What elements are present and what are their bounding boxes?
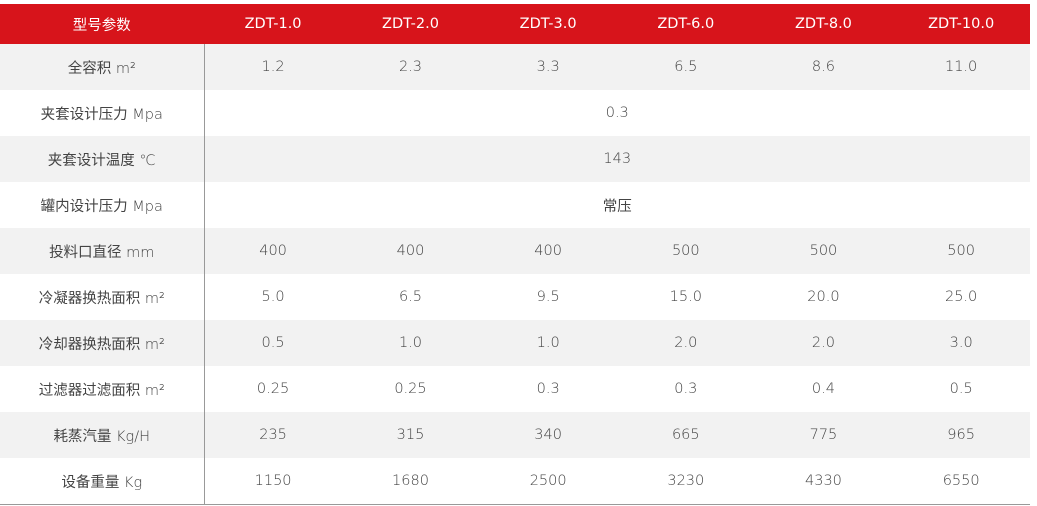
value-cell: 8.6 [754, 44, 893, 90]
value-cell: 2.0 [754, 320, 893, 366]
header-cell: ZDT-8.0 [754, 4, 893, 44]
row-label: 夹套设计温度 ℃ [0, 136, 205, 182]
value-cell: 0.3 [674, 381, 698, 397]
header-row: 型号参数 ZDT-1.0 ZDT-2.0 ZDT-3.0 ZDT-6.0 ZDT-8.0 Z… [0, 4, 1030, 44]
row-label: 投料口直径 mm [0, 228, 205, 274]
table-header: 型号参数 ZDT-1.0 ZDT-2.0 ZDT-3.0 ZDT-6.0 ZDT-8.0 Z… [0, 4, 1030, 44]
header-cell: ZDT-3.0 [479, 4, 617, 44]
table-row: 过滤器过滤面积 m² 0.25 0.25 0.3 0.3 0.4 0.5 [0, 366, 1030, 412]
table-row: 冷凝器换热面积 m² 5.0 6.5 9.5 15.0 20.0 25.0 [0, 274, 1030, 320]
value-cell: 1680 [341, 458, 480, 505]
value-cell: 500 [892, 228, 1030, 274]
value-cell: 20.0 [807, 289, 840, 305]
value-cell: 5.0 [261, 289, 285, 305]
value-cell: 315 [341, 412, 480, 458]
value-cell: 143 [204, 136, 1030, 182]
header-cell: ZDT-1.0 [204, 4, 342, 44]
header-cell: ZDT-2.0 [341, 4, 480, 44]
value-cell: 1.2 [204, 44, 342, 90]
value-cell: 2.0 [616, 320, 755, 366]
table-row: 耗蒸汽量 Kg/H 235 315 340 665 775 965 [0, 412, 1030, 458]
value-cell: 0.5 [204, 320, 342, 366]
value-cell: 400 [479, 228, 617, 274]
value-cell: 6.5 [398, 289, 423, 305]
table-row: 夹套设计温度 ℃ 143 [0, 136, 1030, 182]
row-label: 设备重量 Kg [0, 458, 205, 505]
value-cell: 0.25 [256, 381, 290, 397]
value-cell: 9.5 [536, 289, 560, 305]
value-cell: 0.5 [949, 381, 973, 397]
value-cell: 3.0 [892, 320, 1030, 366]
value-cell: 500 [754, 228, 893, 274]
row-label: 耗蒸汽量 Kg/H [0, 412, 205, 458]
value-cell: 6550 [892, 458, 1030, 505]
table-row: 夹套设计压力 Mpa 0.3 [0, 90, 1030, 136]
row-label: 冷却器换热面积 m² [0, 320, 205, 366]
value-cell: 11.0 [892, 44, 1030, 90]
spec-table-wrap: 型号参数 ZDT-1.0 ZDT-2.0 ZDT-3.0 ZDT-6.0 ZDT-8.0 Z… [0, 4, 1030, 505]
table-row: 全容积 m² 1.2 2.3 3.3 6.5 8.6 11.0 [0, 44, 1030, 90]
header-cell: 型号参数 [0, 4, 205, 44]
value-cell: 665 [616, 412, 755, 458]
value-cell: 3230 [616, 458, 755, 505]
value-cell: 0.25 [394, 381, 427, 397]
spec-table: 型号参数 ZDT-1.0 ZDT-2.0 ZDT-3.0 ZDT-6.0 ZDT-8.0 Z… [0, 4, 1030, 505]
row-label: 冷凝器换热面积 m² [0, 274, 205, 320]
value-cell: 1.0 [341, 320, 480, 366]
value-cell: 1150 [204, 458, 342, 505]
value-cell: 1.0 [479, 320, 617, 366]
value-cell: 4330 [754, 458, 893, 505]
value-cell: 500 [616, 228, 755, 274]
value-cell: 0.3 [536, 381, 560, 397]
row-label: 夹套设计压力 Mpa [0, 90, 205, 136]
value-cell: 25.0 [944, 289, 978, 305]
value-cell: 6.5 [616, 44, 755, 90]
header-cell: ZDT-10.0 [892, 4, 1030, 44]
header-cell: ZDT-6.0 [616, 4, 755, 44]
value-cell: 3.3 [479, 44, 617, 90]
value-cell: 400 [341, 228, 480, 274]
value-cell: 15.0 [669, 289, 702, 305]
value-cell: 2.3 [341, 44, 480, 90]
table-row: 投料口直径 mm 400 400 400 500 500 500 [0, 228, 1030, 274]
value-cell: 235 [204, 412, 342, 458]
table-row: 设备重量 Kg 1150 1680 2500 3230 4330 6550 [0, 458, 1030, 505]
table-row: 冷却器换热面积 m² 0.5 1.0 1.0 2.0 2.0 3.0 [0, 320, 1030, 366]
value-cell: 0.3 [605, 105, 629, 121]
value-cell: 2500 [479, 458, 617, 505]
table-row: 罐内设计压力 Mpa 常压 [0, 182, 1030, 228]
row-label: 罐内设计压力 Mpa [0, 182, 205, 228]
value-cell: 常压 [602, 198, 632, 215]
row-label: 全容积 m² [0, 44, 205, 90]
value-cell: 340 [479, 412, 617, 458]
value-cell: 400 [204, 228, 342, 274]
value-cell: 775 [754, 412, 893, 458]
value-cell: 965 [892, 412, 1030, 458]
value-cell: 0.4 [811, 381, 835, 397]
table-body: 全容积 m² 1.2 2.3 3.3 6.5 8.6 11.0 夹套设计压力 Mpa 0.3 夹套… [0, 44, 1030, 505]
row-label: 过滤器过滤面积 m² [0, 366, 205, 412]
